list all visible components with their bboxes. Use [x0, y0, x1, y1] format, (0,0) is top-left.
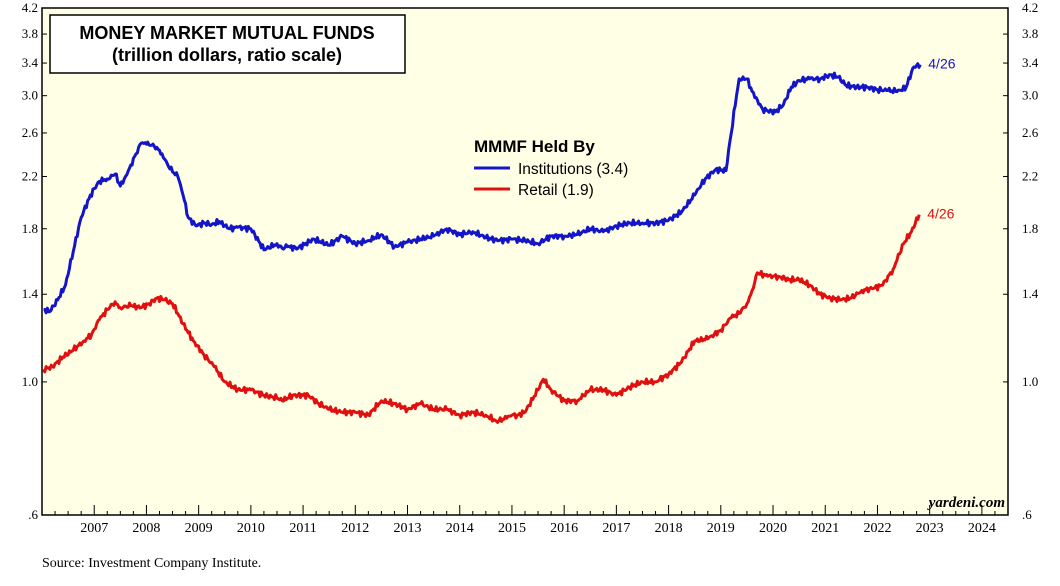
x-tick-label: 2012: [341, 521, 369, 536]
x-tick-label: 2020: [759, 521, 787, 536]
y-tick-label-right: .6: [1022, 507, 1032, 522]
end-label-retail: 4/26: [927, 206, 954, 222]
x-tick-label: 2018: [655, 521, 683, 536]
x-tick-label: 2008: [132, 521, 160, 536]
y-tick-label-left: 4.2: [22, 0, 38, 15]
y-tick-label-left: 1.0: [22, 374, 38, 389]
x-tick-label: 2022: [863, 521, 891, 536]
y-tick-label-right: 3.8: [1022, 26, 1038, 41]
x-tick-label: 2010: [237, 521, 265, 536]
title-box: [49, 14, 406, 74]
y-tick-label-right: 1.0: [1022, 374, 1038, 389]
legend-label-retail: Retail (1.9): [518, 182, 594, 199]
y-tick-label-right: 4.2: [1022, 0, 1038, 15]
watermark: yardeni.com: [927, 495, 1005, 511]
x-tick-label: 2017: [602, 521, 630, 536]
legend-title: MMMF Held By: [474, 137, 595, 156]
end-label-institutions: 4/26: [928, 56, 955, 72]
y-tick-label-left: 2.2: [22, 168, 38, 183]
plot-area: [41, 7, 1009, 516]
series-layer: [42, 62, 922, 424]
y-tick-label-right: 3.0: [1022, 88, 1038, 103]
y-tick-label-left: 2.6: [22, 125, 39, 140]
y-tick-label-right: 2.2: [1022, 168, 1038, 183]
x-tick-label: 2016: [550, 521, 578, 536]
y-tick-label-left: 3.8: [22, 26, 38, 41]
y-tick-label-left: 1.4: [22, 286, 39, 301]
y-tick-label-right: 1.4: [1022, 286, 1039, 301]
x-tick-label: 2011: [289, 521, 316, 536]
x-tick-label: 2007: [80, 521, 108, 536]
source-note: Source: Investment Company Institute.: [42, 556, 262, 571]
y-tick-label-left: 3.4: [22, 55, 39, 70]
y-tick-label-left: 3.0: [22, 88, 38, 103]
series-line-retail: [42, 214, 921, 424]
y-tick-label-right: 3.4: [1022, 55, 1039, 70]
x-tick-label: 2014: [446, 521, 474, 536]
x-tick-label: 2009: [185, 521, 213, 536]
y-tick-label-left: 1.8: [22, 221, 38, 236]
y-tick-label-left: .6: [28, 507, 38, 522]
x-tick-label: 2024: [968, 521, 996, 536]
x-tick-label: 2023: [916, 521, 944, 536]
series-line-institutions: [43, 62, 922, 315]
legend-label-institutions: Institutions (3.4): [518, 161, 628, 178]
x-tick-label: 2013: [394, 521, 422, 536]
tick-marks: [41, 7, 1009, 516]
chart-subtitle: (trillion dollars, ratio scale): [112, 45, 342, 65]
y-tick-label-right: 1.8: [1022, 221, 1038, 236]
x-tick-label: 2021: [811, 521, 839, 536]
chart-title: MONEY MARKET MUTUAL FUNDS: [79, 23, 374, 43]
y-tick-label-right: 2.6: [1022, 125, 1039, 140]
x-tick-label: 2015: [498, 521, 526, 536]
x-tick-label: 2019: [707, 521, 735, 536]
